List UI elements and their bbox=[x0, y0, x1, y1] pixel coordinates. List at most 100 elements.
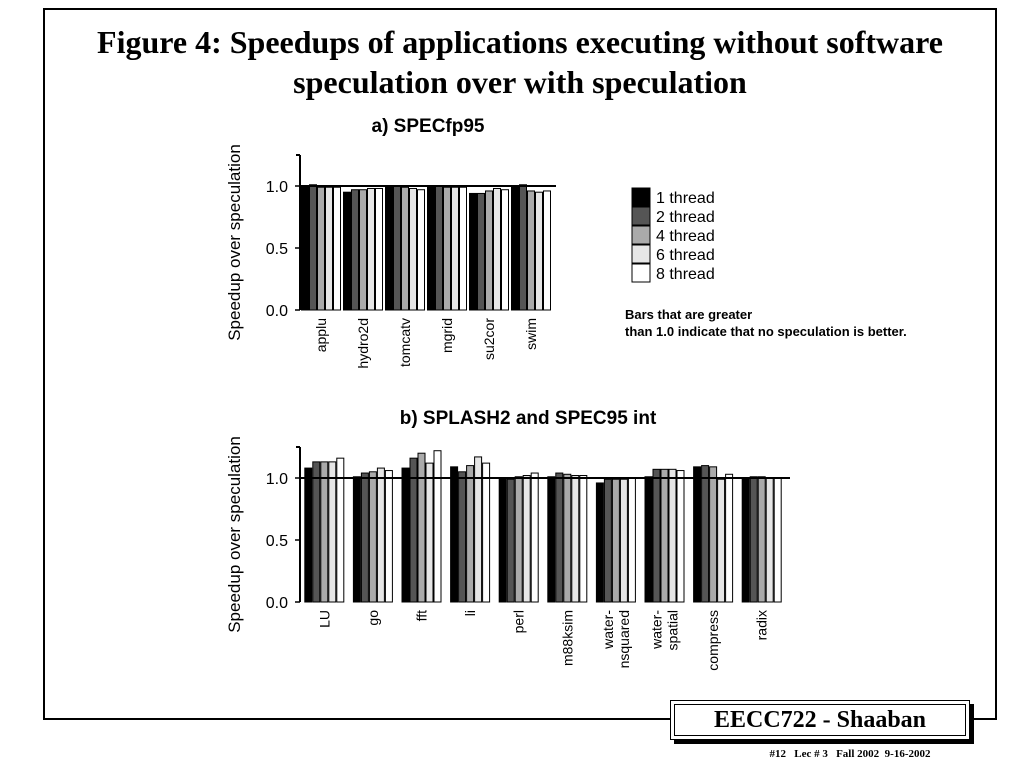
bar-swim-6-thread bbox=[535, 191, 543, 311]
chart-splash2-spec95int: b) SPLASH2 and SPEC95 int Speedup over sp… bbox=[225, 408, 790, 671]
bar-su2cor-8-thread bbox=[501, 189, 509, 311]
bar-water-spatial-1-thread bbox=[644, 476, 653, 603]
category-label-line: LU bbox=[316, 610, 332, 628]
footer-info: #12 Lec # 3 Fall 2002 9-16-2002 bbox=[769, 748, 931, 760]
bar-li-6-thread bbox=[474, 456, 483, 603]
bar-water-spatial-4-thread bbox=[660, 468, 669, 603]
category-label-fft: fft bbox=[414, 610, 430, 622]
bar-m88ksim-6-thread bbox=[571, 475, 580, 603]
category-label-go: go bbox=[365, 610, 381, 626]
category-label-line: compress bbox=[705, 610, 721, 671]
bar-lu-6-thread bbox=[328, 461, 337, 603]
bar-swim-4-thread bbox=[527, 190, 535, 311]
bar-fft-1-thread bbox=[401, 467, 410, 603]
bar-swim-1-thread bbox=[511, 185, 519, 311]
category-label-tomcatv: tomcatv bbox=[397, 318, 413, 367]
bar-li-2-thread bbox=[458, 471, 467, 603]
bar-mgrid-6-thread bbox=[451, 186, 459, 311]
y-tick-label: 0.5 bbox=[266, 241, 288, 258]
category-label-line: water- bbox=[649, 610, 665, 650]
bar-hydro2d-6-thread bbox=[367, 187, 375, 311]
bar-perl-2-thread bbox=[506, 478, 515, 603]
bar-su2cor-6-thread bbox=[493, 187, 501, 311]
category-label-line: hydro2d bbox=[355, 318, 371, 369]
category-label-compress: compress bbox=[705, 610, 721, 671]
bar-swim-8-thread bbox=[543, 190, 551, 311]
category-label-line: spatial bbox=[665, 610, 681, 650]
bar-li-1-thread bbox=[450, 466, 459, 603]
bar-hydro2d-8-thread bbox=[375, 187, 383, 311]
annotation-line-1: Bars that are greater bbox=[625, 307, 753, 322]
bar-perl-4-thread bbox=[514, 476, 523, 603]
bar-perl-6-thread bbox=[522, 475, 531, 603]
category-label-water-nsquared: water-nsquared bbox=[600, 610, 632, 669]
y-tick-label: 0.0 bbox=[266, 595, 288, 612]
category-label-su2cor: su2cor bbox=[481, 318, 497, 360]
legend-swatch-8-thread bbox=[631, 263, 651, 283]
bar-water-spatial-6-thread bbox=[668, 468, 677, 603]
category-label-m88ksim: m88ksim bbox=[559, 610, 575, 666]
category-label-mgrid: mgrid bbox=[439, 318, 455, 353]
category-label-applu: applu bbox=[313, 318, 329, 352]
bar-applu-4-thread bbox=[317, 186, 325, 311]
y-tick-label: 1.0 bbox=[266, 179, 288, 196]
bar-hydro2d-1-thread bbox=[343, 191, 351, 311]
annotation-line-2: than 1.0 indicate that no speculation is… bbox=[625, 324, 907, 339]
bar-li-4-thread bbox=[466, 465, 475, 603]
category-label-line: swim bbox=[523, 318, 539, 350]
bar-hydro2d-4-thread bbox=[359, 189, 367, 311]
category-label-hydro2d: hydro2d bbox=[355, 318, 371, 369]
category-label-line: tomcatv bbox=[397, 318, 413, 367]
category-label-swim: swim bbox=[523, 318, 539, 350]
bar-go-4-thread bbox=[368, 471, 377, 603]
category-label-line: m88ksim bbox=[559, 610, 575, 666]
slide-frame bbox=[43, 8, 997, 720]
bar-go-1-thread bbox=[352, 476, 361, 603]
bar-compress-4-thread bbox=[709, 466, 718, 603]
category-label-line: perl bbox=[511, 610, 527, 633]
y-tick-label: 0.0 bbox=[266, 303, 288, 320]
y-tick-label: 1.0 bbox=[266, 471, 288, 488]
bar-radix-6-thread bbox=[765, 477, 774, 603]
bar-radix-8-thread bbox=[773, 477, 782, 603]
legend-label-2-thread: 2 thread bbox=[656, 209, 715, 226]
bar-radix-1-thread bbox=[741, 478, 750, 603]
legend-label-4-thread: 4 thread bbox=[656, 228, 715, 245]
category-label-line: water- bbox=[600, 610, 616, 650]
annotation-note: Bars that are greater than 1.0 indicate … bbox=[625, 306, 1005, 340]
footer-badge: EECC722 - Shaaban bbox=[670, 700, 970, 740]
legend-swatch-2-thread bbox=[631, 206, 651, 226]
bar-water-nsquared-1-thread bbox=[595, 482, 604, 603]
bar-tomcatv-1-thread bbox=[385, 185, 393, 311]
y-tick-label: 0.5 bbox=[266, 533, 288, 550]
bar-li-8-thread bbox=[482, 462, 491, 603]
legend-swatch-1-thread bbox=[631, 187, 651, 207]
category-label-radix: radix bbox=[754, 610, 770, 640]
bar-mgrid-4-thread bbox=[443, 186, 451, 311]
bar-tomcatv-2-thread bbox=[393, 185, 401, 311]
slide-title: Figure 4: Speedups of applications execu… bbox=[97, 24, 943, 100]
bar-water-nsquared-8-thread bbox=[627, 477, 636, 603]
bar-su2cor-1-thread bbox=[469, 192, 477, 311]
bar-applu-8-thread bbox=[333, 186, 341, 311]
y-axis-label: Speedup over speculation bbox=[225, 144, 244, 341]
bar-m88ksim-4-thread bbox=[563, 473, 572, 603]
legend-label-1-thread: 1 thread bbox=[656, 190, 715, 207]
bar-lu-8-thread bbox=[336, 457, 345, 603]
legend-swatch-4-thread bbox=[631, 225, 651, 245]
bar-lu-1-thread bbox=[304, 467, 313, 603]
bar-mgrid-8-thread bbox=[459, 186, 467, 311]
bar-go-6-thread bbox=[376, 467, 385, 603]
bar-fft-2-thread bbox=[409, 457, 418, 603]
category-label-line: mgrid bbox=[439, 318, 455, 353]
bar-compress-8-thread bbox=[725, 473, 734, 603]
bar-water-spatial-2-thread bbox=[652, 468, 661, 603]
bar-water-nsquared-4-thread bbox=[611, 478, 620, 603]
bar-fft-8-thread bbox=[433, 450, 442, 603]
bar-lu-4-thread bbox=[320, 461, 329, 603]
category-label-li: li bbox=[462, 610, 478, 616]
bar-fft-4-thread bbox=[417, 452, 426, 603]
bar-water-spatial-8-thread bbox=[676, 470, 685, 603]
legend-swatch-6-thread bbox=[631, 244, 651, 264]
